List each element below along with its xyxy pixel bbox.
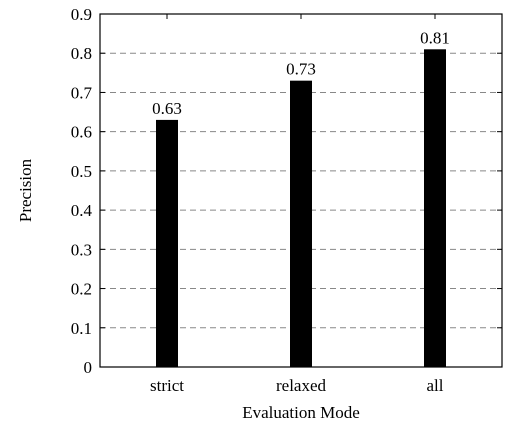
y-tick-label: 0.3 bbox=[71, 240, 92, 259]
y-tick-label: 0.8 bbox=[71, 44, 92, 63]
y-tick-label: 0.5 bbox=[71, 162, 92, 181]
bar-relaxed bbox=[290, 80, 312, 367]
x-tick-label-all: all bbox=[427, 376, 444, 395]
data-label-strict: 0.63 bbox=[152, 99, 182, 118]
data-label-relaxed: 0.73 bbox=[286, 60, 316, 79]
bar-strict bbox=[156, 119, 178, 368]
bars bbox=[156, 49, 446, 368]
data-labels: 0.63 0.73 0.81 bbox=[152, 28, 450, 118]
bar-all bbox=[424, 49, 446, 368]
y-tick-label: 0 bbox=[84, 358, 93, 377]
y-tick-label: 0.1 bbox=[71, 319, 92, 338]
y-tick-label: 0.4 bbox=[71, 201, 93, 220]
y-tick-label: 0.9 bbox=[71, 5, 92, 24]
x-tick-label-strict: strict bbox=[150, 376, 184, 395]
x-axis-label: Evaluation Mode bbox=[242, 403, 360, 422]
y-tick-label: 0.6 bbox=[71, 123, 92, 142]
data-label-all: 0.81 bbox=[420, 28, 450, 47]
y-tick-label: 0.2 bbox=[71, 280, 92, 299]
x-tick-label-relaxed: relaxed bbox=[276, 376, 327, 395]
axis-ticks: 0 0.1 0.2 0.3 0.4 0.5 0.6 0.7 0.8 0.9 strict relaxe… bbox=[71, 5, 502, 395]
y-tick-label: 0.7 bbox=[71, 83, 93, 102]
y-axis-label: Precision bbox=[16, 158, 35, 222]
